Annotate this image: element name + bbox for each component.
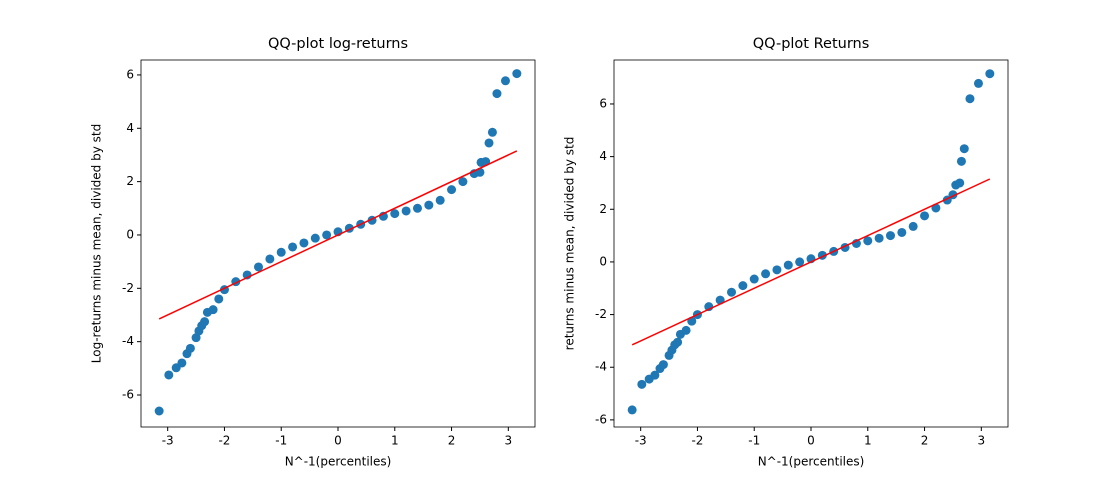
y-tick-label: 4 (126, 121, 134, 135)
x-tick-label: 3 (977, 434, 985, 448)
data-point (185, 343, 195, 353)
fit-line (158, 150, 518, 320)
data-point (650, 370, 660, 380)
data-point (299, 238, 309, 248)
data-point (401, 206, 411, 216)
data-point (412, 203, 422, 213)
data-point (200, 317, 210, 327)
data-point (681, 325, 691, 335)
y-axis-label: Log-returns minus mean, divided by std (90, 124, 104, 363)
data-point (973, 78, 983, 88)
data-point (214, 294, 224, 304)
x-tick-label: -1 (275, 434, 287, 448)
x-tick-label: -2 (218, 434, 230, 448)
data-point (254, 262, 264, 272)
data-point (885, 231, 895, 241)
y-tick-label: -6 (122, 387, 134, 401)
data-point (959, 144, 969, 154)
data-point (658, 360, 668, 370)
data-point (783, 260, 793, 270)
y-tick-label: -2 (595, 307, 607, 321)
x-tick-label: -3 (635, 434, 647, 448)
x-tick-label: 0 (807, 434, 815, 448)
data-point (955, 178, 965, 188)
x-tick-label: -1 (748, 434, 760, 448)
data-point (500, 76, 510, 86)
x-tick-label: -3 (162, 434, 174, 448)
y-tick-label: 4 (599, 149, 607, 163)
x-tick-label: 1 (391, 434, 399, 448)
y-tick-label: 2 (599, 202, 607, 216)
data-point (637, 379, 647, 389)
data-point (435, 195, 445, 205)
data-point (761, 269, 771, 279)
data-point (484, 138, 494, 148)
data-point (908, 221, 918, 231)
data-point (897, 227, 907, 237)
data-point (920, 211, 930, 221)
x-axis-label: N^-1(percentiles) (285, 455, 392, 469)
x-tick-label: 3 (504, 434, 512, 448)
x-axis-label: N^-1(percentiles) (758, 455, 865, 469)
data-point (447, 185, 457, 195)
data-point (956, 156, 966, 166)
data-point (154, 406, 164, 416)
y-tick-label: 2 (126, 174, 134, 188)
data-point (795, 257, 805, 267)
data-point (276, 247, 286, 257)
data-point (322, 230, 332, 240)
data-point (424, 200, 434, 210)
y-tick-label: -2 (122, 281, 134, 295)
data-point (627, 405, 637, 415)
data-point (265, 254, 275, 264)
data-point (749, 274, 759, 284)
axes-frame (140, 59, 536, 428)
data-point (208, 305, 218, 315)
data-point (458, 177, 468, 187)
data-point (390, 209, 400, 219)
data-point (512, 69, 522, 79)
x-tick-label: -2 (691, 434, 703, 448)
y-tick-label: -6 (595, 412, 607, 426)
y-tick-label: -4 (122, 334, 134, 348)
y-axis-label: returns minus mean, divided by std (563, 137, 577, 351)
y-tick-label: -4 (595, 360, 607, 374)
x-tick-label: 0 (334, 434, 342, 448)
data-point (965, 94, 975, 104)
data-point (985, 69, 995, 79)
y-tick-label: 6 (126, 67, 134, 81)
data-point (177, 358, 187, 368)
data-point (772, 265, 782, 275)
y-tick-label: 0 (599, 254, 607, 268)
data-point (738, 281, 748, 291)
x-tick-label: 2 (921, 434, 929, 448)
data-point (874, 233, 884, 243)
chart-title: QQ-plot log-returns (268, 36, 408, 52)
x-tick-label: 1 (864, 434, 872, 448)
data-point (164, 370, 174, 380)
data-point (310, 233, 320, 243)
chart-title: QQ-plot Returns (753, 36, 870, 52)
axes-frame (613, 59, 1009, 428)
data-point (863, 236, 873, 246)
y-tick-label: 6 (599, 96, 607, 110)
data-point (492, 89, 502, 99)
data-point (487, 127, 497, 137)
data-point (727, 287, 737, 297)
x-tick-label: 2 (448, 434, 456, 448)
y-tick-label: 0 (126, 227, 134, 241)
fit-line (631, 178, 991, 346)
data-point (673, 337, 683, 347)
data-point (288, 242, 298, 252)
